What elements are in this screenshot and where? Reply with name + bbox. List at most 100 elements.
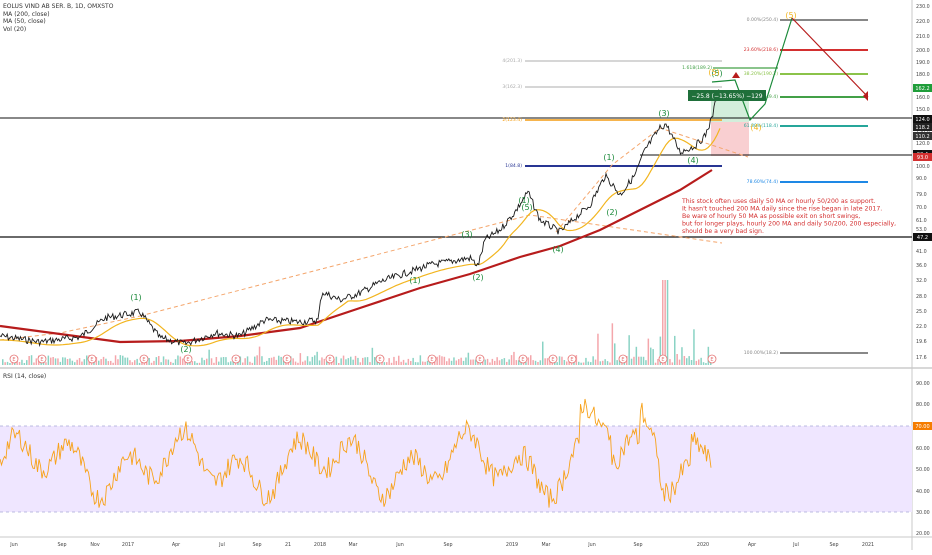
ma50-line xyxy=(0,128,721,347)
svg-text:E: E xyxy=(234,357,237,363)
volume-bar xyxy=(196,362,198,365)
symbol-title: EOLUS VIND AB SER. B, 1D, OMXSTO xyxy=(3,3,114,10)
volume-bar xyxy=(530,355,532,365)
earnings-marker-icon[interactable]: E xyxy=(567,354,577,364)
svg-text:E: E xyxy=(430,357,433,363)
earnings-marker-icon[interactable]: E xyxy=(548,354,558,364)
earnings-marker-icon[interactable]: E xyxy=(282,354,292,364)
volume-bar xyxy=(690,360,693,365)
volume-bar xyxy=(136,358,138,365)
rsi-axis-label: 40.00 xyxy=(916,489,930,495)
legend-ma50[interactable]: MA (50, close) xyxy=(3,18,46,25)
volume-bar xyxy=(266,360,268,365)
volume-bar xyxy=(69,358,71,365)
volume-bar xyxy=(318,360,321,365)
price-badge xyxy=(913,132,932,140)
volume-bar xyxy=(398,355,400,365)
volume-bar xyxy=(186,363,189,365)
arrow-head-icon xyxy=(863,91,868,101)
earnings-marker-icon[interactable]: E xyxy=(658,354,668,364)
wave-label: (5) xyxy=(785,11,796,20)
volume-bar xyxy=(585,357,587,365)
volume-bar xyxy=(86,355,88,365)
volume-bar xyxy=(148,358,150,365)
volume-bar xyxy=(590,362,592,365)
volume-bar xyxy=(98,360,100,365)
volume-bar xyxy=(458,359,460,365)
earnings-marker-icon[interactable]: E xyxy=(325,354,335,364)
earnings-marker-icon[interactable]: E xyxy=(375,354,385,364)
time-axis-label: Sep xyxy=(829,542,838,548)
volume-bar xyxy=(321,357,323,365)
legend-volume[interactable]: Vol (20) xyxy=(3,25,27,33)
legend-ma200[interactable]: MA (200, close) xyxy=(3,10,50,18)
earnings-marker-icon[interactable]: E xyxy=(231,354,241,364)
volume-bar xyxy=(59,361,62,365)
rsi-badge-label: 70.00 xyxy=(915,424,929,430)
earnings-marker-icon[interactable]: E xyxy=(518,354,528,364)
volume-bar xyxy=(513,351,515,365)
earnings-marker-icon[interactable]: E xyxy=(707,354,717,364)
volume-bar xyxy=(100,359,102,365)
earnings-marker-icon[interactable]: E xyxy=(475,354,485,364)
volume-bar xyxy=(407,358,410,365)
volume-bar xyxy=(710,362,712,365)
earnings-marker-icon[interactable]: E xyxy=(9,354,19,364)
volume-bar xyxy=(645,360,647,365)
wave-label: (4) xyxy=(687,156,698,165)
volume-bar xyxy=(650,347,652,365)
volume-bar xyxy=(335,356,338,365)
volume-bar xyxy=(218,361,220,365)
wave-label: (1) xyxy=(409,276,420,285)
volume-bar xyxy=(282,360,285,365)
volume-bar xyxy=(364,357,366,365)
earnings-marker-icon[interactable]: E xyxy=(139,354,149,364)
price-axis-label: 200.0 xyxy=(916,48,930,54)
volume-bar xyxy=(681,347,683,365)
volume-bar xyxy=(74,362,76,365)
annotation-note[interactable]: This stock often uses daily 50 MA or hou… xyxy=(681,198,896,235)
volume-bar xyxy=(220,357,222,365)
volume-bar xyxy=(611,323,614,365)
volume-bar xyxy=(599,361,602,365)
earnings-marker-icon[interactable]: E xyxy=(618,354,628,364)
volume-bar xyxy=(225,357,227,365)
volume-bar xyxy=(592,356,594,365)
volume-bar xyxy=(62,357,64,365)
volume-bar xyxy=(549,359,551,365)
time-axis[interactable]: Jun Sep Nov 2017 Apr Jul Sep 21 2018 Mar Jun Sep 201… xyxy=(9,542,874,548)
price-axis-label: 79.0 xyxy=(916,192,927,198)
volume-bar xyxy=(417,362,419,365)
price-badge xyxy=(913,123,932,131)
volume-bar xyxy=(206,358,208,365)
volume-bar xyxy=(544,358,546,365)
fib-label: 100.00%(18.2) xyxy=(744,350,778,356)
svg-text:E: E xyxy=(570,357,573,363)
svg-text:E: E xyxy=(661,357,664,363)
chart-legend[interactable]: EOLUS VIND AB SER. B, 1D, OMXSTO MA (200… xyxy=(3,3,113,33)
volume-bar xyxy=(654,362,657,365)
earnings-marker-icon[interactable]: E xyxy=(427,354,437,364)
earnings-marker-icon[interactable]: E xyxy=(37,354,47,364)
rsi-axis-label: 90.00 xyxy=(916,381,930,387)
volume-bar xyxy=(515,360,518,365)
volume-bar xyxy=(705,363,707,365)
volume-bar xyxy=(210,358,213,365)
earnings-marker-icon[interactable]: E xyxy=(87,354,97,364)
volume-bar xyxy=(570,361,573,365)
price-axis-label: 32.0 xyxy=(916,278,927,284)
volume-bar xyxy=(213,362,215,365)
volume-bar xyxy=(350,356,352,365)
volume-bar xyxy=(630,358,633,365)
volume-bar xyxy=(45,362,47,365)
volume-bar xyxy=(702,362,705,365)
volume-bar xyxy=(299,353,302,365)
price-badge-label: 93.0 xyxy=(917,155,928,161)
rsi-axis-label: 20.00 xyxy=(916,531,930,537)
time-axis-label: Jul xyxy=(792,542,799,548)
svg-text:E: E xyxy=(40,357,43,363)
earnings-marker-icon[interactable]: E xyxy=(183,354,193,364)
